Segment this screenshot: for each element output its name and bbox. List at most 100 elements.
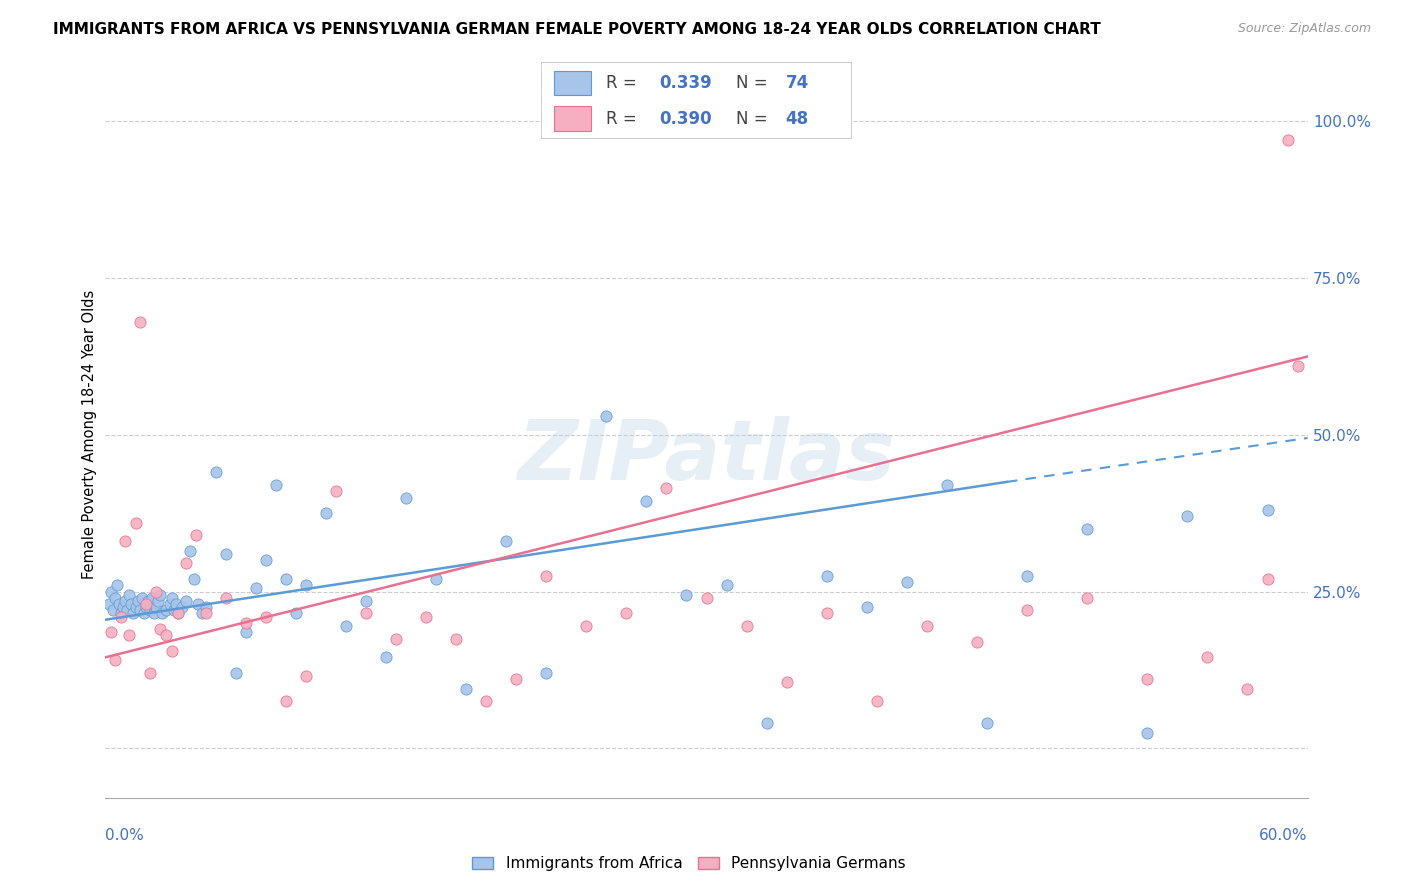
Point <box>495 534 517 549</box>
Text: 60.0%: 60.0% <box>1260 829 1308 843</box>
Text: N =: N = <box>737 74 773 92</box>
Point <box>135 597 157 611</box>
Point <box>315 506 337 520</box>
Point <box>1257 572 1279 586</box>
Point <box>100 584 122 599</box>
Point <box>254 553 277 567</box>
Point <box>184 528 207 542</box>
Point <box>112 600 135 615</box>
Point <box>1236 681 1258 696</box>
Point <box>295 578 318 592</box>
Legend: Immigrants from Africa, Pennsylvania Germans: Immigrants from Africa, Pennsylvania Ger… <box>465 850 912 877</box>
Point <box>534 569 557 583</box>
Point <box>138 665 160 680</box>
Point <box>194 600 217 615</box>
Point <box>214 591 236 605</box>
Point <box>150 607 173 621</box>
Point <box>127 594 149 608</box>
Point <box>179 543 201 558</box>
Point <box>122 607 145 621</box>
Point <box>160 644 183 658</box>
Point <box>325 484 347 499</box>
Point <box>1076 591 1098 605</box>
Point <box>936 478 959 492</box>
Point <box>187 597 209 611</box>
Point <box>155 628 177 642</box>
Point <box>335 619 357 633</box>
Point <box>165 597 187 611</box>
Text: 0.390: 0.390 <box>659 110 711 128</box>
Point <box>118 628 141 642</box>
Point <box>114 594 136 608</box>
Point <box>131 591 153 605</box>
Point <box>716 578 738 592</box>
Point <box>103 603 125 617</box>
Text: IMMIGRANTS FROM AFRICA VS PENNSYLVANIA GERMAN FEMALE POVERTY AMONG 18-24 YEAR OL: IMMIGRANTS FROM AFRICA VS PENNSYLVANIA G… <box>53 22 1101 37</box>
Point <box>274 694 297 708</box>
Point <box>444 632 467 646</box>
Point <box>148 622 170 636</box>
Text: 0.339: 0.339 <box>659 74 711 92</box>
Point <box>183 572 205 586</box>
Text: N =: N = <box>737 110 773 128</box>
Point <box>155 603 177 617</box>
Point <box>776 675 799 690</box>
Point <box>385 632 408 646</box>
Text: 48: 48 <box>786 110 808 128</box>
Point <box>354 607 377 621</box>
Point <box>855 600 877 615</box>
Point <box>976 716 998 731</box>
Point <box>194 607 217 621</box>
Point <box>1076 522 1098 536</box>
Point <box>108 597 131 611</box>
Point <box>1286 359 1309 373</box>
Point <box>104 653 127 667</box>
Point <box>110 607 132 621</box>
Point <box>132 607 155 621</box>
Point <box>138 603 160 617</box>
Point <box>141 591 163 605</box>
Point <box>655 481 678 495</box>
Point <box>595 409 617 423</box>
Point <box>254 609 277 624</box>
Point <box>1177 509 1199 524</box>
Point <box>264 478 287 492</box>
Text: 74: 74 <box>786 74 808 92</box>
Point <box>110 609 132 624</box>
Bar <box>554 106 591 130</box>
Point <box>121 597 143 611</box>
Point <box>100 625 122 640</box>
Point <box>225 665 247 680</box>
Point <box>124 516 146 530</box>
Point <box>174 594 197 608</box>
Point <box>374 650 398 665</box>
Point <box>815 569 838 583</box>
Text: R =: R = <box>606 110 643 128</box>
Text: 0.0%: 0.0% <box>105 829 145 843</box>
Text: ZIPatlas: ZIPatlas <box>517 417 896 497</box>
Point <box>148 588 170 602</box>
Point <box>505 673 527 687</box>
Point <box>284 607 307 621</box>
Point <box>966 634 988 648</box>
Point <box>235 625 257 640</box>
Point <box>616 607 638 621</box>
Point <box>1136 725 1159 739</box>
Point <box>104 591 127 605</box>
Point <box>1257 503 1279 517</box>
Point <box>475 694 498 708</box>
Point <box>142 607 165 621</box>
Text: R =: R = <box>606 74 643 92</box>
Point <box>159 597 181 611</box>
Point <box>915 619 938 633</box>
Point <box>170 600 193 615</box>
Point <box>166 607 188 621</box>
Point <box>245 582 267 596</box>
Point <box>136 594 159 608</box>
Point <box>454 681 477 696</box>
Bar <box>554 70 591 95</box>
Point <box>295 669 318 683</box>
Point <box>118 588 141 602</box>
Point <box>675 588 697 602</box>
Point <box>755 716 778 731</box>
